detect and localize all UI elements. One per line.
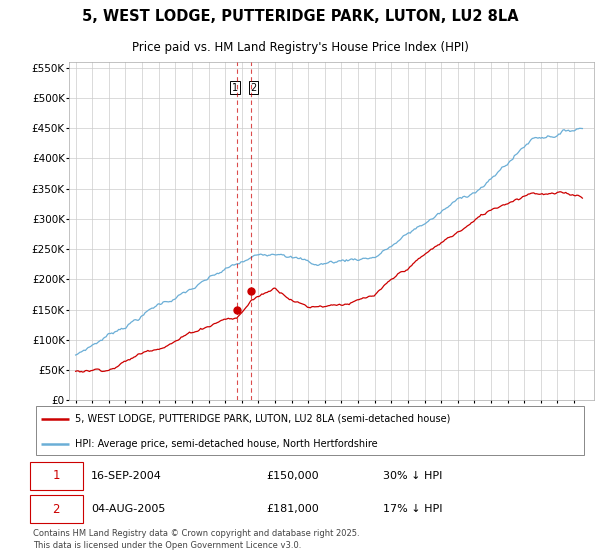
FancyBboxPatch shape: [36, 406, 584, 455]
Text: Contains HM Land Registry data © Crown copyright and database right 2025.
This d: Contains HM Land Registry data © Crown c…: [33, 529, 359, 550]
Text: Price paid vs. HM Land Registry's House Price Index (HPI): Price paid vs. HM Land Registry's House …: [131, 41, 469, 54]
Text: 1: 1: [232, 83, 238, 92]
Text: HPI: Average price, semi-detached house, North Hertfordshire: HPI: Average price, semi-detached house,…: [74, 438, 377, 449]
Text: £150,000: £150,000: [266, 471, 319, 480]
Text: 2: 2: [53, 503, 60, 516]
Text: 16-SEP-2004: 16-SEP-2004: [91, 471, 162, 480]
Text: 2: 2: [250, 83, 257, 92]
Text: 04-AUG-2005: 04-AUG-2005: [91, 505, 166, 514]
FancyBboxPatch shape: [30, 461, 83, 489]
Text: £181,000: £181,000: [266, 505, 319, 514]
Text: 17% ↓ HPI: 17% ↓ HPI: [383, 505, 442, 514]
Text: 5, WEST LODGE, PUTTERIDGE PARK, LUTON, LU2 8LA: 5, WEST LODGE, PUTTERIDGE PARK, LUTON, L…: [82, 9, 518, 24]
Text: 1: 1: [53, 469, 60, 482]
FancyBboxPatch shape: [30, 495, 83, 523]
Text: 30% ↓ HPI: 30% ↓ HPI: [383, 471, 442, 480]
Text: 5, WEST LODGE, PUTTERIDGE PARK, LUTON, LU2 8LA (semi-detached house): 5, WEST LODGE, PUTTERIDGE PARK, LUTON, L…: [74, 414, 450, 424]
